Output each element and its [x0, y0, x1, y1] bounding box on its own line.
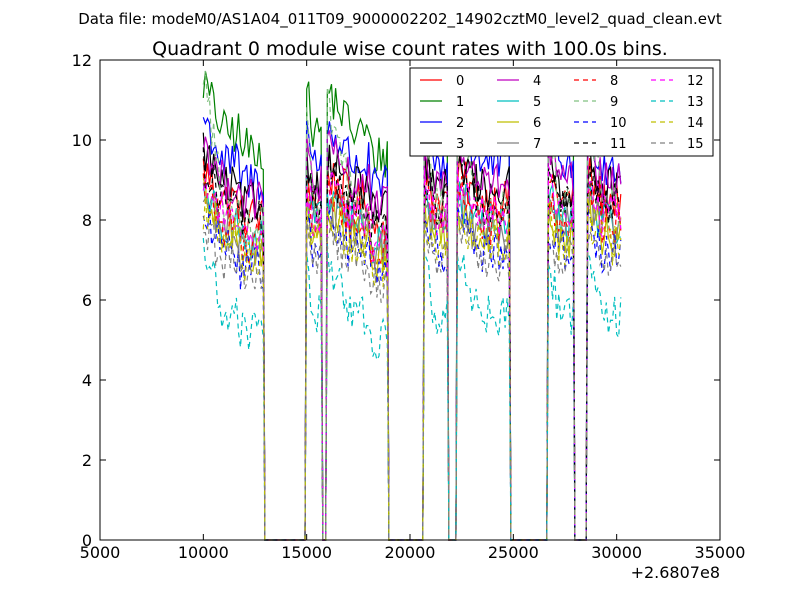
chart-suptitle: Data file: modeM0/AS1A04_011T09_90000022… — [78, 10, 722, 29]
series-line-14 — [202, 196, 622, 541]
legend-label-14: 14 — [687, 116, 704, 131]
y-tick-label: 0 — [82, 531, 92, 550]
x-tick-label: 20000 — [385, 543, 436, 562]
legend-label-9: 9 — [610, 95, 618, 110]
y-tick-label: 6 — [82, 291, 92, 310]
chart-title: Quadrant 0 module wise count rates with … — [152, 38, 668, 60]
legend-label-15: 15 — [687, 137, 704, 152]
legend-label-12: 12 — [687, 74, 704, 89]
x-tick-label: 10000 — [178, 543, 229, 562]
legend-label-7: 7 — [533, 137, 541, 152]
series-line-10 — [202, 205, 622, 541]
y-tick-label: 10 — [72, 131, 92, 150]
plot-series-group — [202, 70, 622, 541]
legend-label-4: 4 — [533, 74, 541, 89]
y-tick-label: 4 — [82, 371, 92, 390]
y-tick-label: 12 — [72, 51, 92, 70]
x-tick-label: 15000 — [281, 543, 332, 562]
x-tick-label: 35000 — [695, 543, 746, 562]
y-tick-label: 8 — [82, 211, 92, 230]
x-tick-label: 30000 — [591, 543, 642, 562]
x-tick-label: 5000 — [80, 543, 121, 562]
axes-group: 5000 10000 15000 20000 25000 30000 35000 0 2 4 6 8 1… — [72, 51, 746, 562]
legend-label-3: 3 — [456, 137, 464, 152]
legend-label-6: 6 — [533, 116, 541, 131]
series-line-15 — [203, 212, 622, 541]
y-tick-label: 2 — [82, 451, 92, 470]
legend-label-0: 0 — [456, 74, 464, 89]
x-tick-label: 25000 — [488, 543, 539, 562]
legend-label-1: 1 — [456, 95, 464, 110]
legend-label-2: 2 — [456, 116, 464, 131]
legend-label-10: 10 — [610, 116, 627, 131]
series-line-13 — [202, 237, 622, 541]
legend-box — [409, 67, 714, 157]
legend-label-5: 5 — [533, 95, 541, 110]
legend-label-11: 11 — [610, 137, 627, 152]
legend-label-13: 13 — [687, 95, 704, 110]
legend-label-8: 8 — [610, 74, 618, 89]
series-line-11 — [202, 147, 622, 541]
series-line-12 — [202, 165, 622, 541]
x-offset-label: +2.6807e8 — [631, 563, 720, 582]
